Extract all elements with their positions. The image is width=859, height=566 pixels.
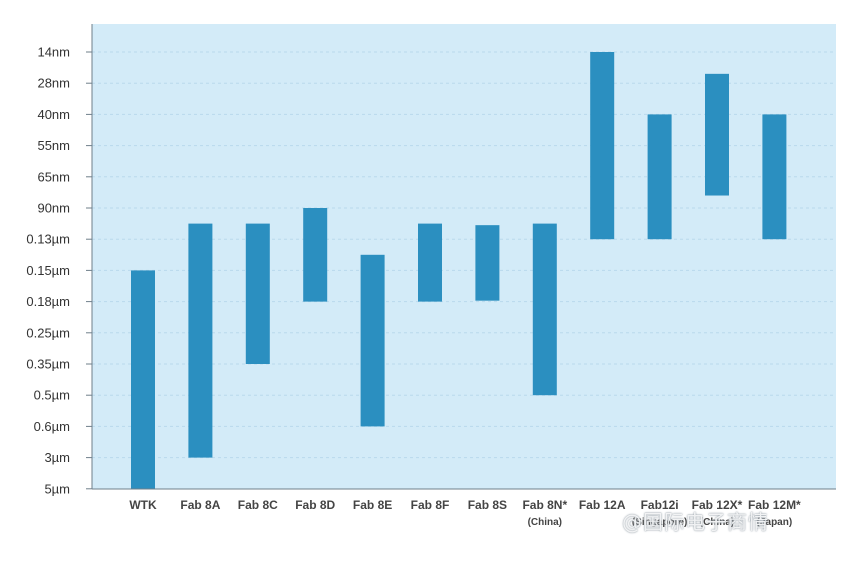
bar-fab-8s <box>475 225 500 301</box>
watermark: @国际电子商情 <box>622 510 769 534</box>
bar-fab-8d <box>303 208 328 302</box>
y-tick-label: 0.35µm <box>26 357 70 372</box>
x-tick-label: Fab 8A <box>180 498 220 512</box>
y-tick-label: 65nm <box>37 169 70 184</box>
bar-fab-12m <box>762 114 787 240</box>
x-tick-label: Fab 8E <box>353 498 392 512</box>
bar-fab-8n <box>532 223 557 396</box>
x-tick-sublabel: (Singapore) <box>632 517 688 528</box>
y-tick-label: 28nm <box>37 76 70 91</box>
x-tick-label: Fab 8N* <box>522 498 567 512</box>
x-tick-label: Fab 8F <box>411 498 450 512</box>
x-tick-label: Fab 12A <box>579 498 626 512</box>
y-axis-ticks: 14nm 28nm 40nm 55nm 65nm 90nm 0.13µm 0.15µm 0.18… <box>26 45 92 496</box>
x-tick-sublabel: (Japan) <box>757 517 793 528</box>
y-tick-label: 14nm <box>37 45 70 60</box>
bar-fab-8c <box>245 223 270 364</box>
x-tick-label: Fab 8D <box>295 498 335 512</box>
bar-fab-12a <box>590 52 615 240</box>
x-tick-label: Fab 8S <box>468 498 507 512</box>
x-tick-label: WTK <box>129 498 157 512</box>
y-tick-label: 5µm <box>44 481 70 496</box>
y-tick-label: 0.25µm <box>26 325 70 340</box>
bar-fab-12x <box>705 73 729 196</box>
y-tick-label: 0.6µm <box>34 419 70 434</box>
bar-fab12i <box>647 114 672 240</box>
bars <box>131 52 787 489</box>
y-tick-label: 0.15µm <box>26 263 70 278</box>
y-tick-label: 0.13µm <box>26 232 70 247</box>
x-tick-label: Fab 12X* <box>692 498 743 512</box>
x-tick-label: Fab12i <box>641 498 679 512</box>
y-tick-label: 0.18µm <box>26 294 70 309</box>
x-axis-ticks: WTK Fab 8A Fab 8C Fab 8D Fab 8E Fab 8F Fab 8S F… <box>129 498 801 528</box>
bar-wtk <box>131 270 155 489</box>
x-tick-sublabel: (China) <box>700 517 734 528</box>
bar-fab-8a <box>188 223 213 458</box>
x-tick-label: Fab 12M* <box>748 498 801 512</box>
y-tick-label: 40nm <box>37 107 70 122</box>
bar-fab-8e <box>360 254 385 427</box>
x-tick-label: Fab 8C <box>238 498 278 512</box>
bar-fab-8f <box>418 223 442 302</box>
y-tick-label: 0.5µm <box>34 388 70 403</box>
y-tick-label: 3µm <box>44 450 70 465</box>
y-tick-label: 90nm <box>37 201 70 216</box>
x-tick-sublabel: (China) <box>528 517 562 528</box>
y-tick-label: 55nm <box>37 138 70 153</box>
